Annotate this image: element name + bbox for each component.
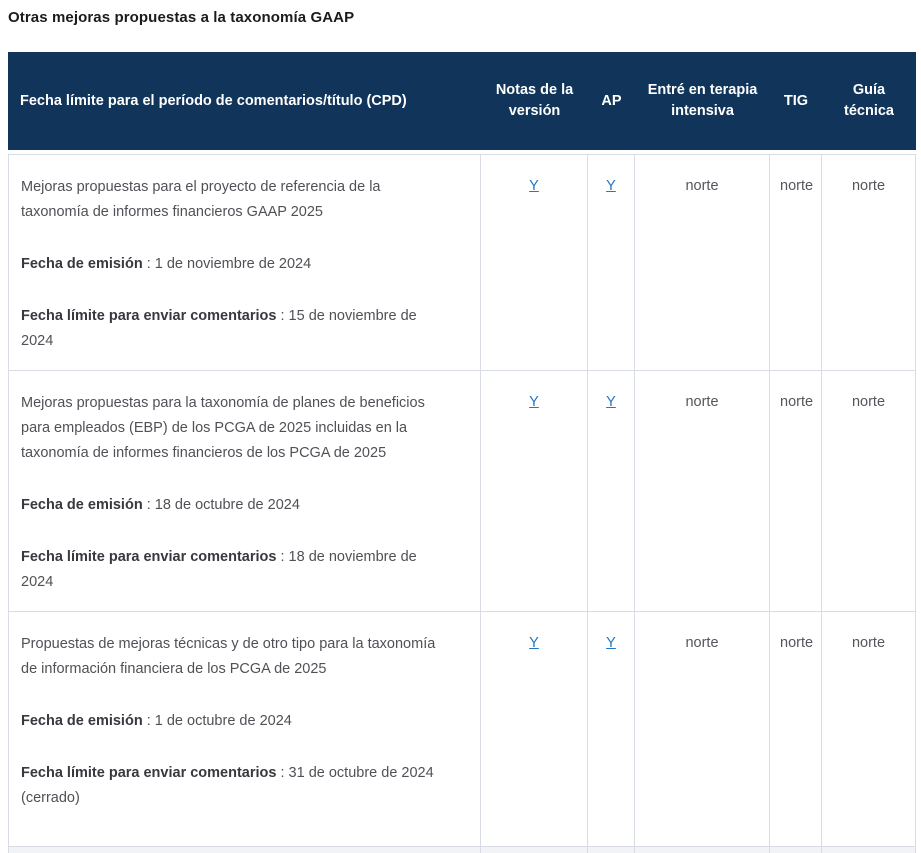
issued-date-value: : 1 de octubre de 2024: [142, 713, 292, 729]
page-title: Otras mejoras propuestas a la taxonomía …: [8, 9, 355, 26]
icu-value: norte: [635, 371, 770, 612]
release-notes-cell: Y: [481, 154, 588, 371]
issued-date-label: Fecha de emisión: [21, 497, 143, 513]
icu-value: norte: [635, 154, 770, 371]
release-notes-link[interactable]: Y: [529, 394, 539, 410]
issued-date-line: Fecha de emisión : 18 de octubre de 2024: [21, 493, 450, 518]
comment-deadline-value: : 18 de noviembre de 2024: [21, 549, 417, 590]
tig-value: norte: [770, 371, 822, 612]
table-header: Fecha límite para el período de comentar…: [8, 52, 916, 154]
table-row: Propuestas de mejoras técnicas y de otro…: [8, 612, 916, 847]
release-notes-cell: Y: [481, 371, 588, 612]
issued-date-value: : 1 de noviembre de 2024: [142, 256, 312, 272]
comment-deadline-line: Fecha límite para enviar comentarios : 1…: [21, 545, 450, 595]
ap-link[interactable]: Y: [606, 178, 616, 194]
release-notes-link[interactable]: Y: [529, 178, 539, 194]
issued-date-label: Fecha de emisión: [21, 713, 143, 729]
issued-date-line: Fecha de emisión : 1 de octubre de 2024: [21, 709, 450, 734]
cpd-cell: Mejoras propuestas para la taxonomía de …: [8, 371, 481, 612]
table-row: Mejoras propuestas para el proyecto de r…: [8, 154, 916, 371]
ap-link[interactable]: Y: [606, 394, 616, 410]
comment-deadline-value: : 15 de noviembre de 2024: [21, 308, 417, 349]
release-notes-cell: Y: [481, 612, 588, 847]
comment-deadline-line: Fecha límite para enviar comentarios : 3…: [21, 761, 450, 811]
ap-cell: Y: [588, 612, 635, 847]
technical-guide-value: norte: [822, 371, 916, 612]
issued-date-label: Fecha de emisión: [21, 256, 143, 272]
tig-value: norte: [770, 154, 822, 371]
comment-deadline-label: Fecha límite para enviar comentarios: [21, 549, 277, 565]
column-header-cpd: Fecha límite para el período de comentar…: [8, 52, 481, 154]
ap-cell: Y: [588, 154, 635, 371]
technical-guide-value: norte: [822, 154, 916, 371]
row-title: Mejoras propuestas para la taxonomía de …: [21, 395, 425, 461]
issued-date-line: Fecha de emisión : 1 de noviembre de 202…: [21, 252, 450, 277]
ap-cell: Y: [588, 371, 635, 612]
technical-guide-value: norte: [822, 612, 916, 847]
column-header-ap: AP: [588, 52, 635, 154]
table-row: Mejoras propuestas para la taxonomía de …: [8, 371, 916, 612]
release-notes-link[interactable]: Y: [529, 635, 539, 651]
issued-date-value: : 18 de octubre de 2024: [142, 497, 300, 513]
row-title: Mejoras propuestas para el proyecto de r…: [21, 179, 381, 220]
ap-link[interactable]: Y: [606, 635, 616, 651]
column-header-icu: Entré en terapia intensiva: [635, 52, 770, 154]
column-header-technical-guide: Guía técnica: [822, 52, 916, 154]
proposals-table: Fecha límite para el período de comentar…: [8, 52, 916, 853]
comment-deadline-line: Fecha límite para enviar comentarios : 1…: [21, 304, 450, 354]
row-title: Propuestas de mejoras técnicas y de otro…: [21, 636, 436, 677]
comment-deadline-label: Fecha límite para enviar comentarios: [21, 765, 277, 781]
tig-value: norte: [770, 612, 822, 847]
column-header-tig: TIG: [770, 52, 822, 154]
comment-deadline-value: : 31 de octubre de 2024 (cerrado): [21, 765, 434, 806]
cpd-cell: Mejoras propuestas para el proyecto de r…: [8, 154, 481, 371]
comment-deadline-label: Fecha límite para enviar comentarios: [21, 308, 277, 324]
icu-value: norte: [635, 612, 770, 847]
next-row-partial: [8, 847, 916, 853]
column-header-release-notes: Notas de la versión: [481, 52, 588, 154]
cpd-cell: Propuestas de mejoras técnicas y de otro…: [8, 612, 481, 847]
